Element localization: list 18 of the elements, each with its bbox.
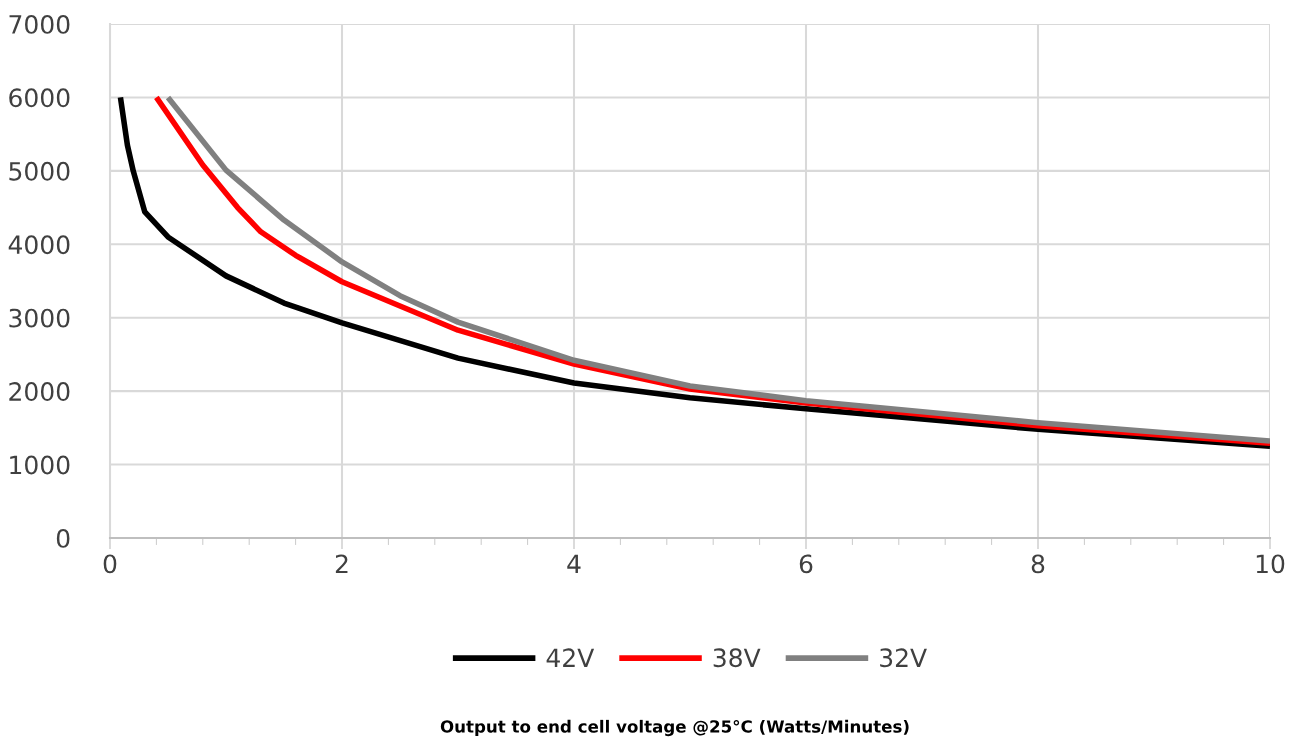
y-tick-label: 1000 [10, 455, 70, 475]
x-tick-label: 8 [1031, 554, 1045, 574]
y-tick-label: 2000 [9, 382, 70, 401]
text: Output to end cell voltage @25°C (Watts/Minutes) [440, 719, 909, 737]
legend-label: 38V [713, 648, 761, 668]
y-tick-label: 0 [56, 528, 70, 548]
y-tick-label: 4000 [8, 235, 70, 255]
x-tick-label: 2 [335, 554, 348, 573]
x-tick-label: 10 [1256, 554, 1285, 574]
y-tick-label: 7000 [9, 14, 70, 34]
x-tick-label: 0 [103, 554, 117, 574]
y-tick-label: 5000 [9, 161, 70, 181]
x-tick-label: 4 [567, 554, 581, 573]
legend-label: 42V [546, 648, 595, 667]
legend-label: 32V [880, 648, 927, 668]
y-tick-label: 6000 [9, 88, 70, 108]
x-tick-label: 6 [799, 554, 813, 574]
y-tick-label: 3000 [9, 308, 70, 328]
